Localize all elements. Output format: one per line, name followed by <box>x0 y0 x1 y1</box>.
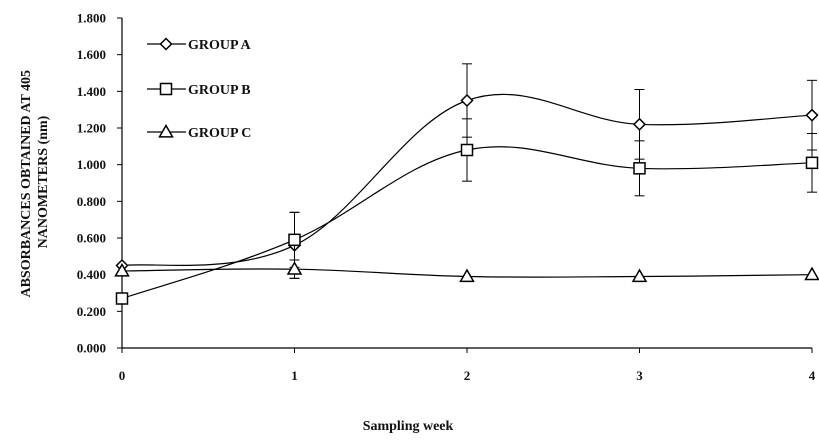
legend-marker <box>158 123 174 138</box>
y-tick-label: 1.600 <box>77 47 106 62</box>
data-point <box>460 93 474 108</box>
data-point <box>115 292 129 305</box>
legend-item: GROUP B <box>147 82 251 98</box>
y-tick-label: 0.400 <box>77 267 106 282</box>
y-axis-ticks: 0.000 0.200 0.400 0.600 0.800 1.000 1.200 1.400… <box>77 11 122 356</box>
x-axis-ticks: 0 1 2 3 4 <box>119 348 816 383</box>
data-point <box>460 143 474 157</box>
legend-label: GROUP B <box>188 83 251 98</box>
y-tick-label: 1.000 <box>77 157 106 172</box>
x-tick-label: 1 <box>291 368 298 383</box>
x-axis-title: Sampling week <box>363 419 454 434</box>
legend-item: GROUP A <box>147 37 252 53</box>
y-axis-title-line-2: NANOMETERS (nm) <box>36 115 51 248</box>
legend-item: GROUP C <box>147 123 251 141</box>
y-tick-label: 1.800 <box>77 11 106 26</box>
legend-marker <box>159 82 173 96</box>
y-tick-label: 0.000 <box>77 341 106 356</box>
data-point <box>633 162 646 175</box>
x-tick-label: 3 <box>636 368 643 383</box>
data-point <box>631 268 648 283</box>
data-point <box>805 108 819 122</box>
x-tick-label: 4 <box>809 368 816 383</box>
y-tick-label: 1.200 <box>77 121 106 136</box>
y-tick-label: 0.600 <box>77 231 106 246</box>
x-tick-label: 2 <box>464 368 471 383</box>
data-point <box>288 233 301 247</box>
legend-label: GROUP C <box>188 126 251 141</box>
series-triangle <box>114 259 819 283</box>
data-point <box>632 117 647 131</box>
series-layer <box>114 63 819 305</box>
legend-marker <box>159 37 173 51</box>
y-axis-title-line-1: ABSORBANCES OBTAINED AT 405 <box>19 70 34 298</box>
y-axis-title: ABSORBANCES OBTAINED AT 405 NANOMETERS (… <box>19 66 51 297</box>
data-point <box>114 262 130 277</box>
y-tick-label: 0.200 <box>77 304 106 319</box>
data-point <box>286 261 303 275</box>
series-square <box>115 118 819 305</box>
y-tick-label: 1.400 <box>77 84 106 99</box>
data-point <box>805 156 819 170</box>
y-tick-label: 0.800 <box>77 194 106 209</box>
data-point <box>459 268 475 283</box>
legend: GROUP A GROUP B GROUP C <box>147 37 252 141</box>
x-tick-label: 0 <box>119 368 126 383</box>
data-point <box>804 266 819 281</box>
legend-label: GROUP A <box>188 38 252 53</box>
